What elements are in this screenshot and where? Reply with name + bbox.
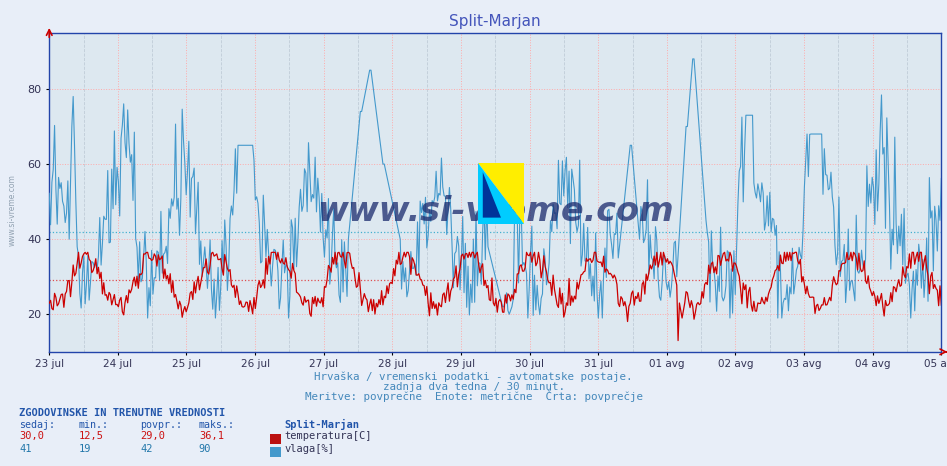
Text: ZGODOVINSKE IN TRENUTNE VREDNOSTI: ZGODOVINSKE IN TRENUTNE VREDNOSTI <box>19 408 225 418</box>
Text: maks.:: maks.: <box>199 420 235 430</box>
Text: 36,1: 36,1 <box>199 432 223 441</box>
Text: Meritve: povprečne  Enote: metrične  Črta: povprečje: Meritve: povprečne Enote: metrične Črta:… <box>305 391 642 402</box>
Text: www.si-vreme.com: www.si-vreme.com <box>317 195 673 228</box>
Text: zadnja dva tedna / 30 minut.: zadnja dva tedna / 30 minut. <box>383 382 564 392</box>
Text: vlaga[%]: vlaga[%] <box>284 444 334 454</box>
Text: 90: 90 <box>199 444 211 454</box>
Text: temperatura[C]: temperatura[C] <box>284 432 371 441</box>
Polygon shape <box>478 163 524 224</box>
Title: Split-Marjan: Split-Marjan <box>450 14 541 29</box>
Text: povpr.:: povpr.: <box>140 420 182 430</box>
Text: 19: 19 <box>79 444 91 454</box>
Text: Split-Marjan: Split-Marjan <box>284 419 359 430</box>
Text: 29,0: 29,0 <box>140 432 165 441</box>
Text: 42: 42 <box>140 444 152 454</box>
Polygon shape <box>478 163 524 224</box>
Text: min.:: min.: <box>79 420 109 430</box>
Text: 30,0: 30,0 <box>19 432 44 441</box>
Text: sedaj:: sedaj: <box>19 420 55 430</box>
Text: Hrvaška / vremenski podatki - avtomatske postaje.: Hrvaška / vremenski podatki - avtomatske… <box>314 371 633 382</box>
Text: www.si-vreme.com: www.si-vreme.com <box>8 174 17 246</box>
Polygon shape <box>483 172 501 218</box>
Text: 12,5: 12,5 <box>79 432 103 441</box>
Text: 41: 41 <box>19 444 31 454</box>
